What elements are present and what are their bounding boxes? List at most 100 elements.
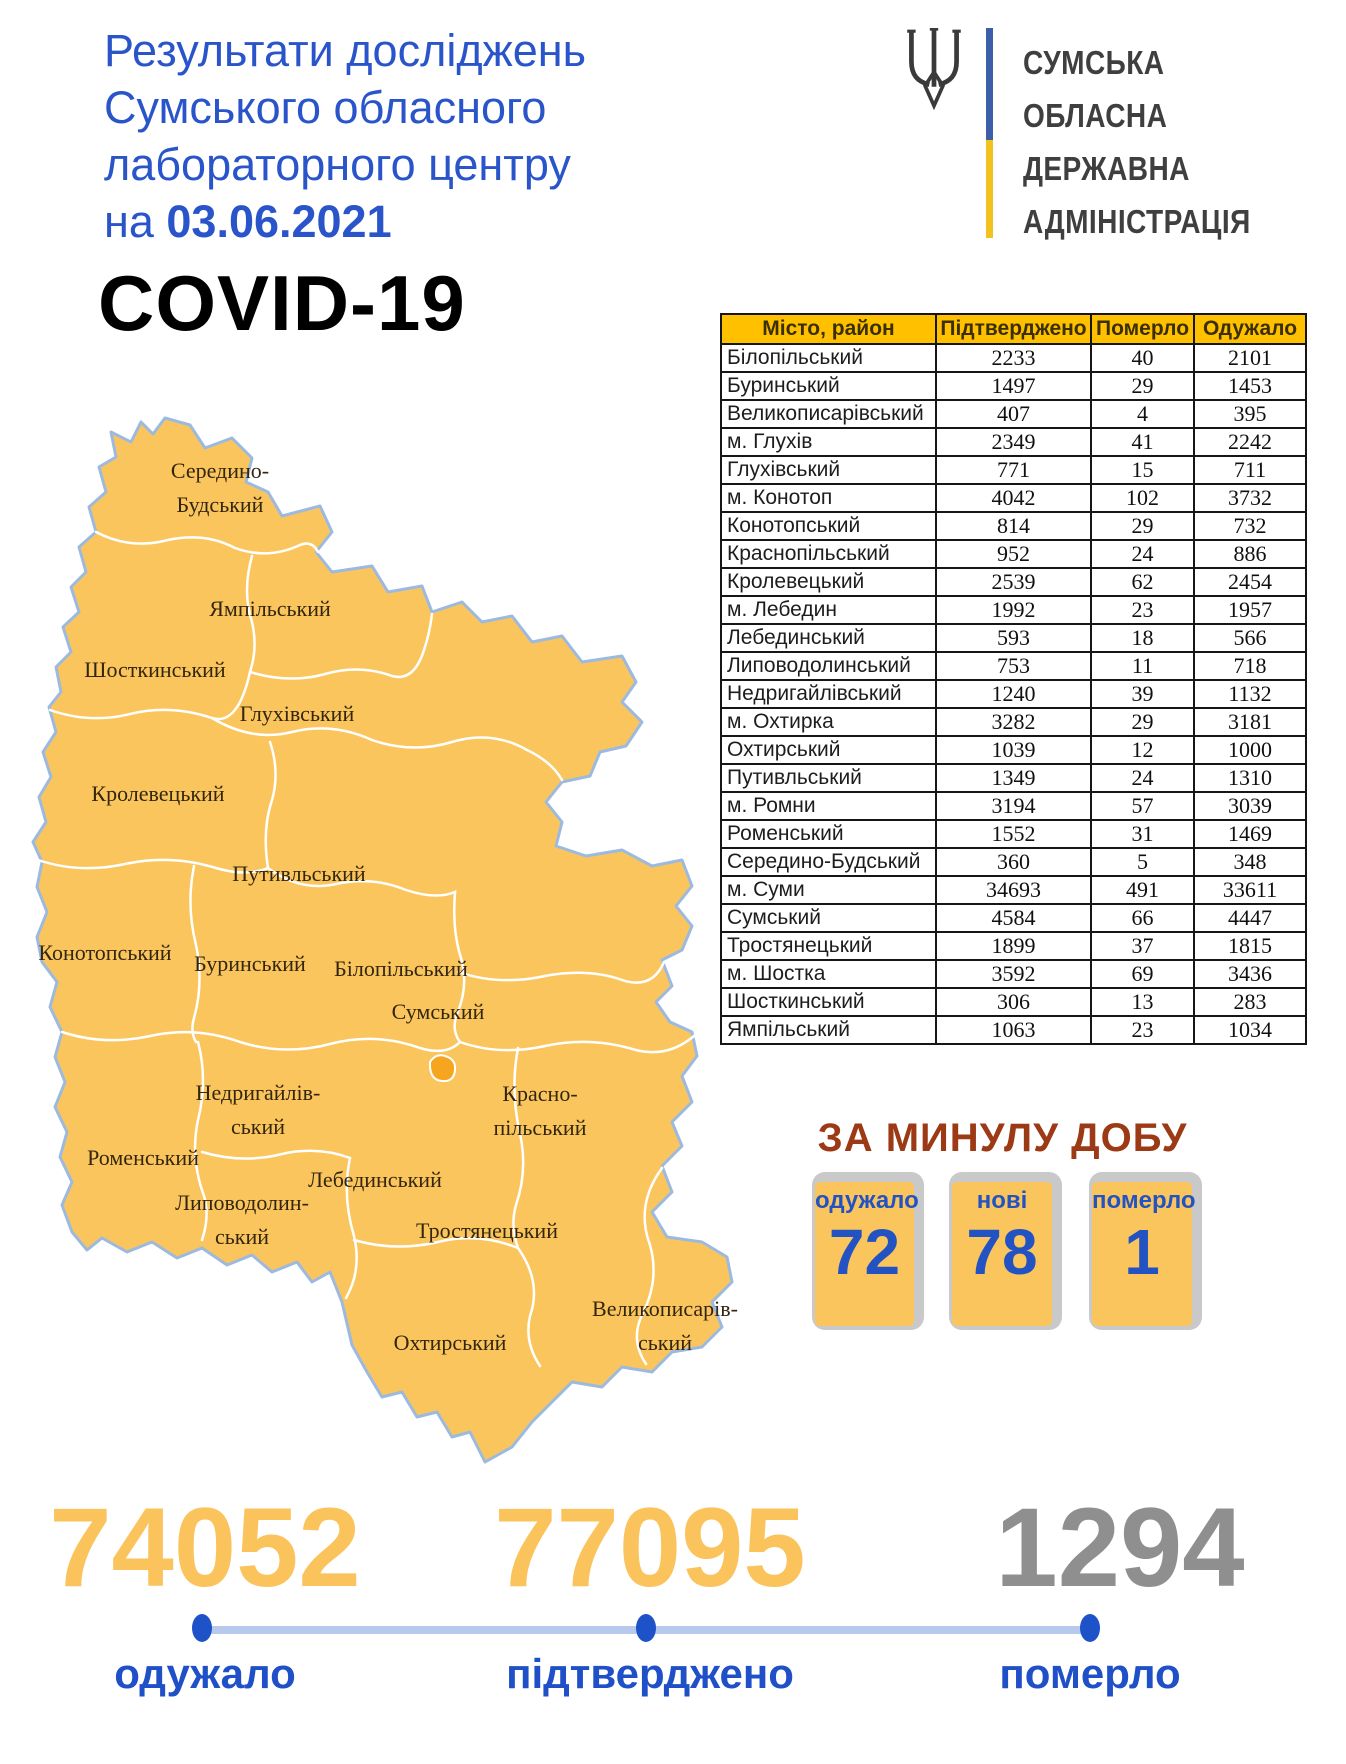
title-line: лабораторного центру <box>104 139 571 190</box>
timeline-dot-recovered <box>192 1614 212 1642</box>
card-label: одужало <box>815 1187 919 1214</box>
value-cell: 1039 <box>935 735 1092 765</box>
value-cell: 407 <box>935 399 1092 429</box>
table-row: м. Конотоп 4042 102 3732 <box>720 483 1307 513</box>
district-cell: Глухівський <box>720 455 937 485</box>
table-row: Шосткинський 306 13 283 <box>720 987 1307 1017</box>
value-cell: 4 <box>1090 399 1195 429</box>
table-row: м. Суми 34693 491 33611 <box>720 875 1307 905</box>
value-cell: 12 <box>1090 735 1195 765</box>
district-cell: Путивльський <box>720 763 937 793</box>
district-cell: м. Суми <box>720 875 937 905</box>
column-header-district: Місто, район <box>720 313 937 345</box>
value-cell: 1034 <box>1193 1015 1307 1045</box>
district-label: Липоводолин-ський <box>175 1190 309 1249</box>
district-cell: м. Конотоп <box>720 483 937 513</box>
value-cell: 29 <box>1090 371 1195 401</box>
district-cell: Сумський <box>720 903 937 933</box>
value-cell: 1992 <box>935 595 1092 625</box>
flag-bar-yellow <box>986 140 993 238</box>
value-cell: 566 <box>1193 623 1307 653</box>
district-cell: м. Глухів <box>720 427 937 457</box>
table-row: Середино-Будський 360 5 348 <box>720 847 1307 877</box>
table-row: Глухівський 771 15 711 <box>720 455 1307 485</box>
column-header-died: Померло <box>1090 313 1195 345</box>
value-cell: 66 <box>1090 903 1195 933</box>
district-cell: м. Охтирка <box>720 707 937 737</box>
table-row: Сумський 4584 66 4447 <box>720 903 1307 933</box>
value-cell: 1063 <box>935 1015 1092 1045</box>
value-cell: 3181 <box>1193 707 1307 737</box>
column-header-confirmed: Підтверджено <box>935 313 1092 345</box>
value-cell: 31 <box>1090 819 1195 849</box>
value-cell: 395 <box>1193 399 1307 429</box>
total-recovered-label: одужало <box>114 1650 296 1697</box>
value-cell: 2454 <box>1193 567 1307 597</box>
value-cell: 1240 <box>935 679 1092 709</box>
value-cell: 1899 <box>935 931 1092 961</box>
card-value: 72 <box>828 1216 901 1288</box>
flag-bar <box>986 28 993 238</box>
district-label: Конотопський <box>38 940 171 965</box>
district-label: Буринський <box>194 951 306 976</box>
logo-text-line: АДМІНІСТРАЦІЯ <box>1023 203 1251 240</box>
value-cell: 2539 <box>935 567 1092 597</box>
value-cell: 1469 <box>1193 819 1307 849</box>
title-date-line: на 03.06.2021 <box>104 193 764 250</box>
table-row: Липоводолинський 753 11 718 <box>720 651 1307 681</box>
district-cell: Буринський <box>720 371 937 401</box>
district-label: Середино-Будський <box>171 458 269 517</box>
value-cell: 3194 <box>935 791 1092 821</box>
value-cell: 1815 <box>1193 931 1307 961</box>
district-label: Глухівський <box>240 701 355 726</box>
column-header-recovered: Одужало <box>1193 313 1307 345</box>
district-borders <box>36 530 696 1368</box>
value-cell: 2101 <box>1193 343 1307 373</box>
value-cell: 3039 <box>1193 791 1307 821</box>
district-label: Шосткинський <box>84 657 226 682</box>
total-confirmed-label: підтверджено <box>506 1650 794 1697</box>
value-cell: 5 <box>1090 847 1195 877</box>
value-cell: 2233 <box>935 343 1092 373</box>
table-row: Недригайлівський 1240 39 1132 <box>720 679 1307 709</box>
district-cell: Кролевецький <box>720 567 937 597</box>
district-label: Сумський <box>392 999 485 1024</box>
district-label: Недригайлів-ський <box>196 1080 321 1139</box>
value-cell: 4447 <box>1193 903 1307 933</box>
table-row: Путивльський 1349 24 1310 <box>720 763 1307 793</box>
value-cell: 1000 <box>1193 735 1307 765</box>
district-cell: Лебединський <box>720 623 937 653</box>
value-cell: 3592 <box>935 959 1092 989</box>
district-cell: м. Лебедин <box>720 595 937 625</box>
card-inner: одужало 72 <box>815 1182 919 1326</box>
value-cell: 306 <box>935 987 1092 1017</box>
value-cell: 11 <box>1090 651 1195 681</box>
value-cell: 3732 <box>1193 483 1307 513</box>
value-cell: 34693 <box>935 875 1092 905</box>
table-row: м. Охтирка 3282 29 3181 <box>720 707 1307 737</box>
value-cell: 771 <box>935 455 1092 485</box>
value-cell: 1552 <box>935 819 1092 849</box>
value-cell: 57 <box>1090 791 1195 821</box>
value-cell: 29 <box>1090 511 1195 541</box>
table-row: Краснопільський 952 24 886 <box>720 539 1307 569</box>
value-cell: 18 <box>1090 623 1195 653</box>
district-label: Білопільський <box>334 956 468 981</box>
district-label: Охтирський <box>394 1330 507 1355</box>
table-row: м. Шостка 3592 69 3436 <box>720 959 1307 989</box>
value-cell: 3282 <box>935 707 1092 737</box>
district-label: Ямпільський <box>209 596 331 621</box>
value-cell: 711 <box>1193 455 1307 485</box>
logo-text-line: СУМСЬКА <box>1023 44 1165 81</box>
stats-table: Місто, район Підтверджено Померло Одужал… <box>720 313 1307 1045</box>
lastday-heading: ЗА МИНУЛУ ДОБУ <box>817 1116 1188 1160</box>
table-row: Кролевецький 2539 62 2454 <box>720 567 1307 597</box>
table-header-row: Місто, район Підтверджено Померло Одужал… <box>720 313 1307 345</box>
district-cell: Середино-Будський <box>720 847 937 877</box>
value-cell: 40 <box>1090 343 1195 373</box>
total-died-value: 1294 <box>995 1485 1245 1610</box>
value-cell: 2242 <box>1193 427 1307 457</box>
value-cell: 69 <box>1090 959 1195 989</box>
value-cell: 593 <box>935 623 1092 653</box>
